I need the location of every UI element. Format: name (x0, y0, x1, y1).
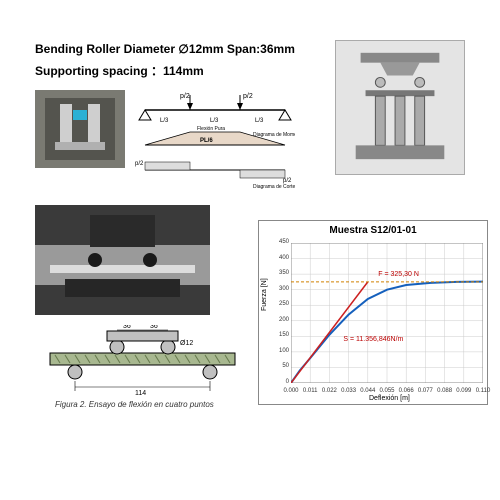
specimen-photo (35, 205, 210, 315)
header-line-2: Supporting spacing ：114mm (35, 62, 204, 79)
dim-phi: Ø12 (180, 340, 193, 347)
shear-label: Diagrama de Corte (253, 184, 295, 190)
dim-outer: 114 (135, 390, 146, 397)
fixture-photo (35, 90, 125, 168)
chart-annotation: F = 325,30 N (378, 271, 419, 278)
roller-dimension-diagram: 36 36 Ø12 114 (35, 325, 250, 397)
l3-1: L/3 (160, 118, 169, 124)
fixture-scan-drawing (335, 40, 465, 175)
chart-xlabel: Deflexión [m] (369, 395, 410, 402)
chart-plot-area (291, 243, 483, 383)
pl6-label: PL/6 (200, 138, 213, 144)
dim-inner-l: 36 (123, 325, 131, 330)
moment-label: Diagrama de Momento (253, 132, 295, 138)
force-deflection-chart: Muestra S12/01-01 Fuerza [N] Deflexión [… (258, 220, 488, 405)
p2-label: p/2 (180, 93, 190, 100)
l3-3: L/3 (255, 118, 264, 124)
pure-label: Flexión Pura (197, 126, 225, 132)
dim-inner-r: 36 (150, 325, 158, 330)
l3-2: L/3 (210, 118, 219, 124)
roller-diagram-caption: Figura 2. Ensayo de flexión en cuatro pu… (55, 400, 214, 409)
beam-moment-diagram: p/2 p/2 L/3 L/3 L/3 Diagrama de Momento … (135, 90, 295, 195)
chart-title: Muestra S12/01-01 (259, 225, 487, 236)
header-line-1: Bending Roller Diameter ∅12mm Span:36mm (35, 42, 295, 56)
p2-shear-l: p/2 (135, 161, 144, 167)
p2-label-r: p/2 (243, 93, 253, 100)
chart-annotation: S = 11.356,846N/m (343, 336, 403, 343)
